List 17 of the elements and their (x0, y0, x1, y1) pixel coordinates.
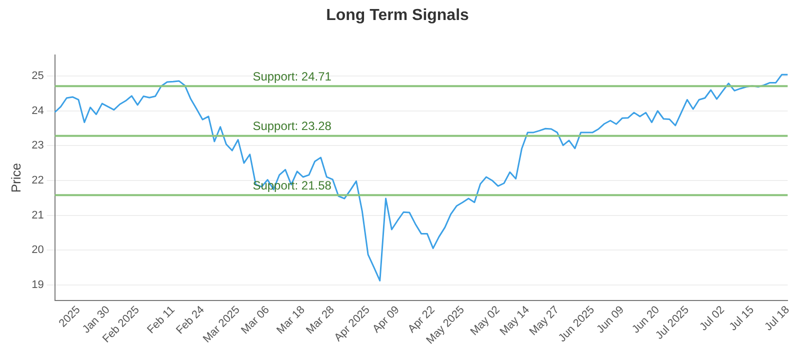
y-tick-label: 19 (32, 278, 44, 291)
y-tick-label: 20 (32, 244, 44, 256)
x-tick-label: Jul 15 (727, 304, 756, 334)
x-tick-label: Jun 09 (594, 304, 626, 336)
y-tick-label: 23 (32, 140, 44, 152)
x-tick-label: Mar 06 (239, 304, 272, 337)
y-tick-label: 22 (32, 174, 44, 186)
y-tick-label: 25 (32, 70, 44, 82)
x-tick-label: Jul 02 (698, 304, 727, 334)
ref-line-label: Support: 24.71 (252, 69, 332, 84)
x-tick-label: Jul 18 (762, 304, 792, 334)
x-tick-label: Apr 09 (370, 304, 402, 336)
y-axis-title: Price (8, 163, 24, 193)
ref-line-label: Support: 23.28 (252, 119, 332, 134)
chart-title: Long Term Signals (326, 7, 470, 24)
y-tick-label: 24 (32, 104, 44, 117)
y-tick-label: 21 (32, 209, 44, 222)
